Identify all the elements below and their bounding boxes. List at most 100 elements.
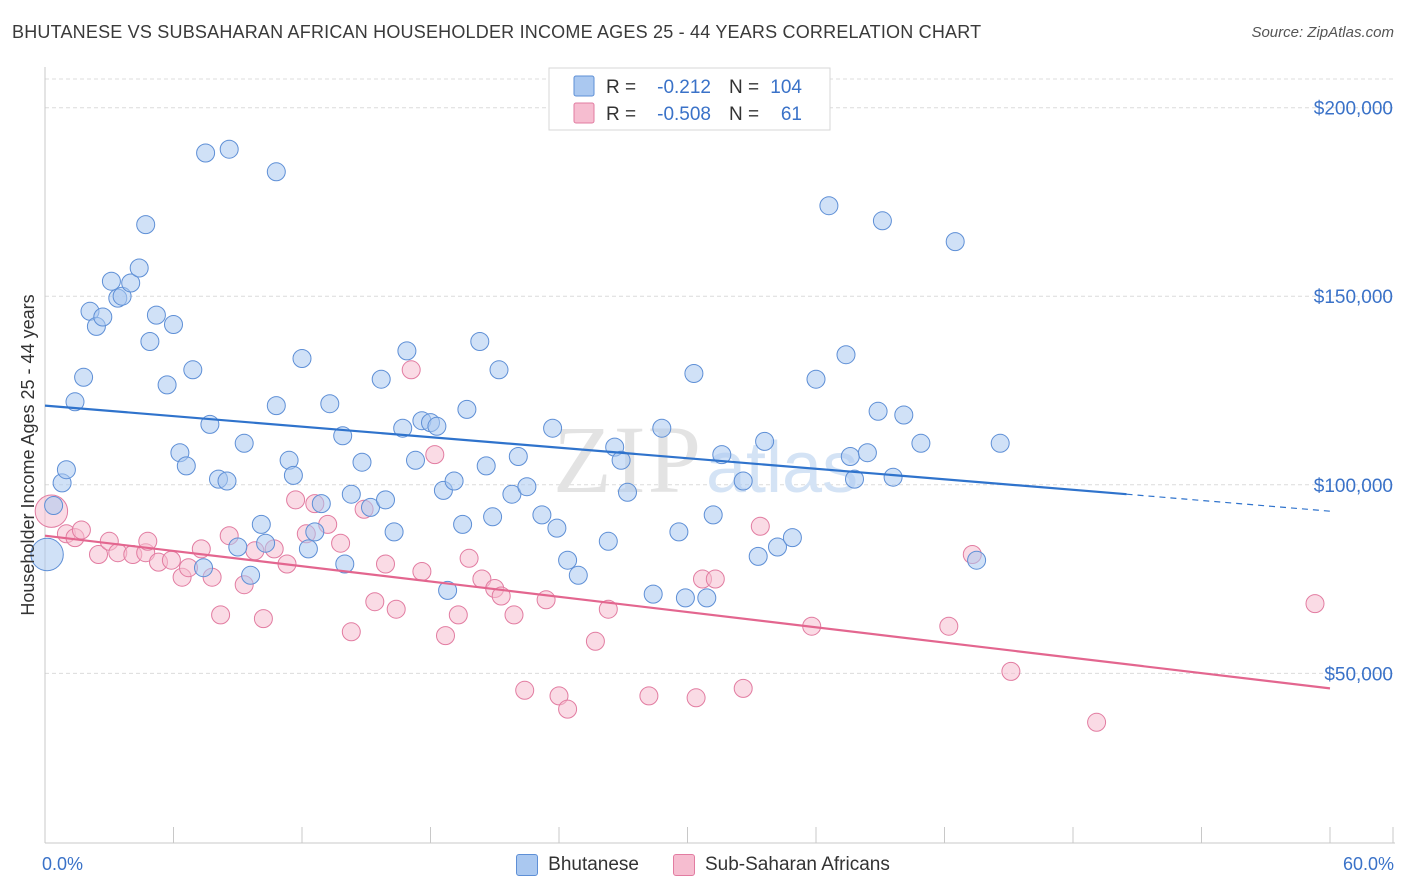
data-point xyxy=(652,418,672,438)
legend-swatch-pink xyxy=(573,102,595,124)
data-point xyxy=(618,482,637,502)
data-point xyxy=(331,533,351,553)
data-point xyxy=(121,273,141,293)
data-point xyxy=(1001,661,1021,681)
data-point xyxy=(65,392,85,412)
data-point xyxy=(161,550,181,570)
stats-legend: R = -0.212 N = 104 R = -0.508 N = 61 xyxy=(548,67,831,131)
data-point xyxy=(476,456,496,476)
data-point xyxy=(782,528,802,548)
data-point xyxy=(176,456,196,476)
trend-line-blue xyxy=(44,404,1127,496)
data-point xyxy=(371,369,391,389)
data-point xyxy=(393,418,413,438)
y-axis-label: Householder Income Ages 25 - 44 years xyxy=(18,294,38,615)
data-point xyxy=(669,522,689,542)
data-point xyxy=(194,558,213,578)
watermark-atlas: atlas xyxy=(706,428,858,508)
data-point xyxy=(675,588,695,608)
x-tick-label-max: 60.0% xyxy=(1343,854,1394,874)
data-point xyxy=(406,450,425,470)
data-point xyxy=(840,447,860,466)
data-point xyxy=(945,232,965,252)
data-point xyxy=(819,196,839,216)
data-point xyxy=(598,599,618,619)
legend-r-label-pink: R = xyxy=(606,104,636,125)
data-point xyxy=(684,364,704,383)
data-point xyxy=(376,490,395,510)
data-point xyxy=(320,394,340,414)
data-point xyxy=(136,215,156,235)
data-point xyxy=(755,431,775,451)
data-point xyxy=(894,405,914,425)
data-point xyxy=(129,258,149,278)
data-point xyxy=(547,518,567,538)
data-point xyxy=(872,211,892,231)
legend-n-value-blue: 104 xyxy=(770,77,802,98)
trend-line-pink xyxy=(44,534,1331,690)
data-point xyxy=(911,433,931,453)
points-bhutanese xyxy=(30,139,1010,608)
data-point xyxy=(361,497,380,517)
data-point xyxy=(712,445,732,465)
data-point xyxy=(990,433,1010,453)
data-point xyxy=(286,490,306,510)
data-point xyxy=(71,520,91,540)
legend-n-label-blue: N = xyxy=(729,77,759,98)
trend-line-extension-blue xyxy=(1126,493,1331,512)
data-point xyxy=(352,452,372,472)
data-point xyxy=(44,496,64,515)
y-tick-label: $150,000 xyxy=(1314,287,1393,308)
data-point xyxy=(341,622,361,642)
data-point xyxy=(598,531,618,551)
data-point xyxy=(436,626,455,646)
data-point xyxy=(157,375,177,395)
data-point xyxy=(549,686,569,706)
data-point xyxy=(1087,712,1107,732)
y-tick-label: $100,000 xyxy=(1314,476,1393,497)
legend-n-label-pink: N = xyxy=(729,104,759,125)
data-point xyxy=(643,584,663,604)
data-point xyxy=(489,360,509,380)
data-point xyxy=(56,460,76,480)
data-point xyxy=(733,471,753,491)
data-point xyxy=(568,565,588,585)
data-point xyxy=(112,286,132,306)
data-point xyxy=(806,369,826,389)
y-tick-labels: $50,000 $100,000 $150,000 $200,000 xyxy=(1314,99,1393,686)
data-point xyxy=(558,699,578,719)
data-point xyxy=(211,605,231,625)
data-point xyxy=(93,307,113,327)
data-point xyxy=(253,609,273,629)
data-point xyxy=(502,484,522,504)
legend-label-sub-saharan: Sub-Saharan Africans xyxy=(705,854,890,875)
data-point xyxy=(868,401,888,421)
y-tick-label: $50,000 xyxy=(1324,664,1393,685)
data-point xyxy=(438,580,458,600)
data-point xyxy=(386,599,406,619)
data-point xyxy=(748,546,768,566)
data-point xyxy=(30,537,64,572)
legend-r-value-pink: -0.508 xyxy=(657,104,711,125)
data-point xyxy=(397,341,417,361)
data-point xyxy=(376,554,395,574)
data-point xyxy=(883,467,903,487)
axis-layer xyxy=(44,67,1395,844)
data-point xyxy=(558,550,578,570)
data-point xyxy=(292,349,312,368)
data-point xyxy=(939,616,959,636)
data-point xyxy=(508,447,528,466)
data-point xyxy=(517,477,537,497)
legend-r-label-blue: R = xyxy=(606,77,636,98)
data-point xyxy=(365,592,385,612)
data-point xyxy=(453,514,473,534)
legend-swatch-blue xyxy=(573,75,595,97)
data-point xyxy=(183,360,203,380)
data-point xyxy=(89,545,108,564)
data-point xyxy=(639,686,659,706)
data-point xyxy=(101,271,121,291)
data-point xyxy=(543,418,563,438)
data-point xyxy=(341,484,361,504)
data-point xyxy=(305,522,325,542)
